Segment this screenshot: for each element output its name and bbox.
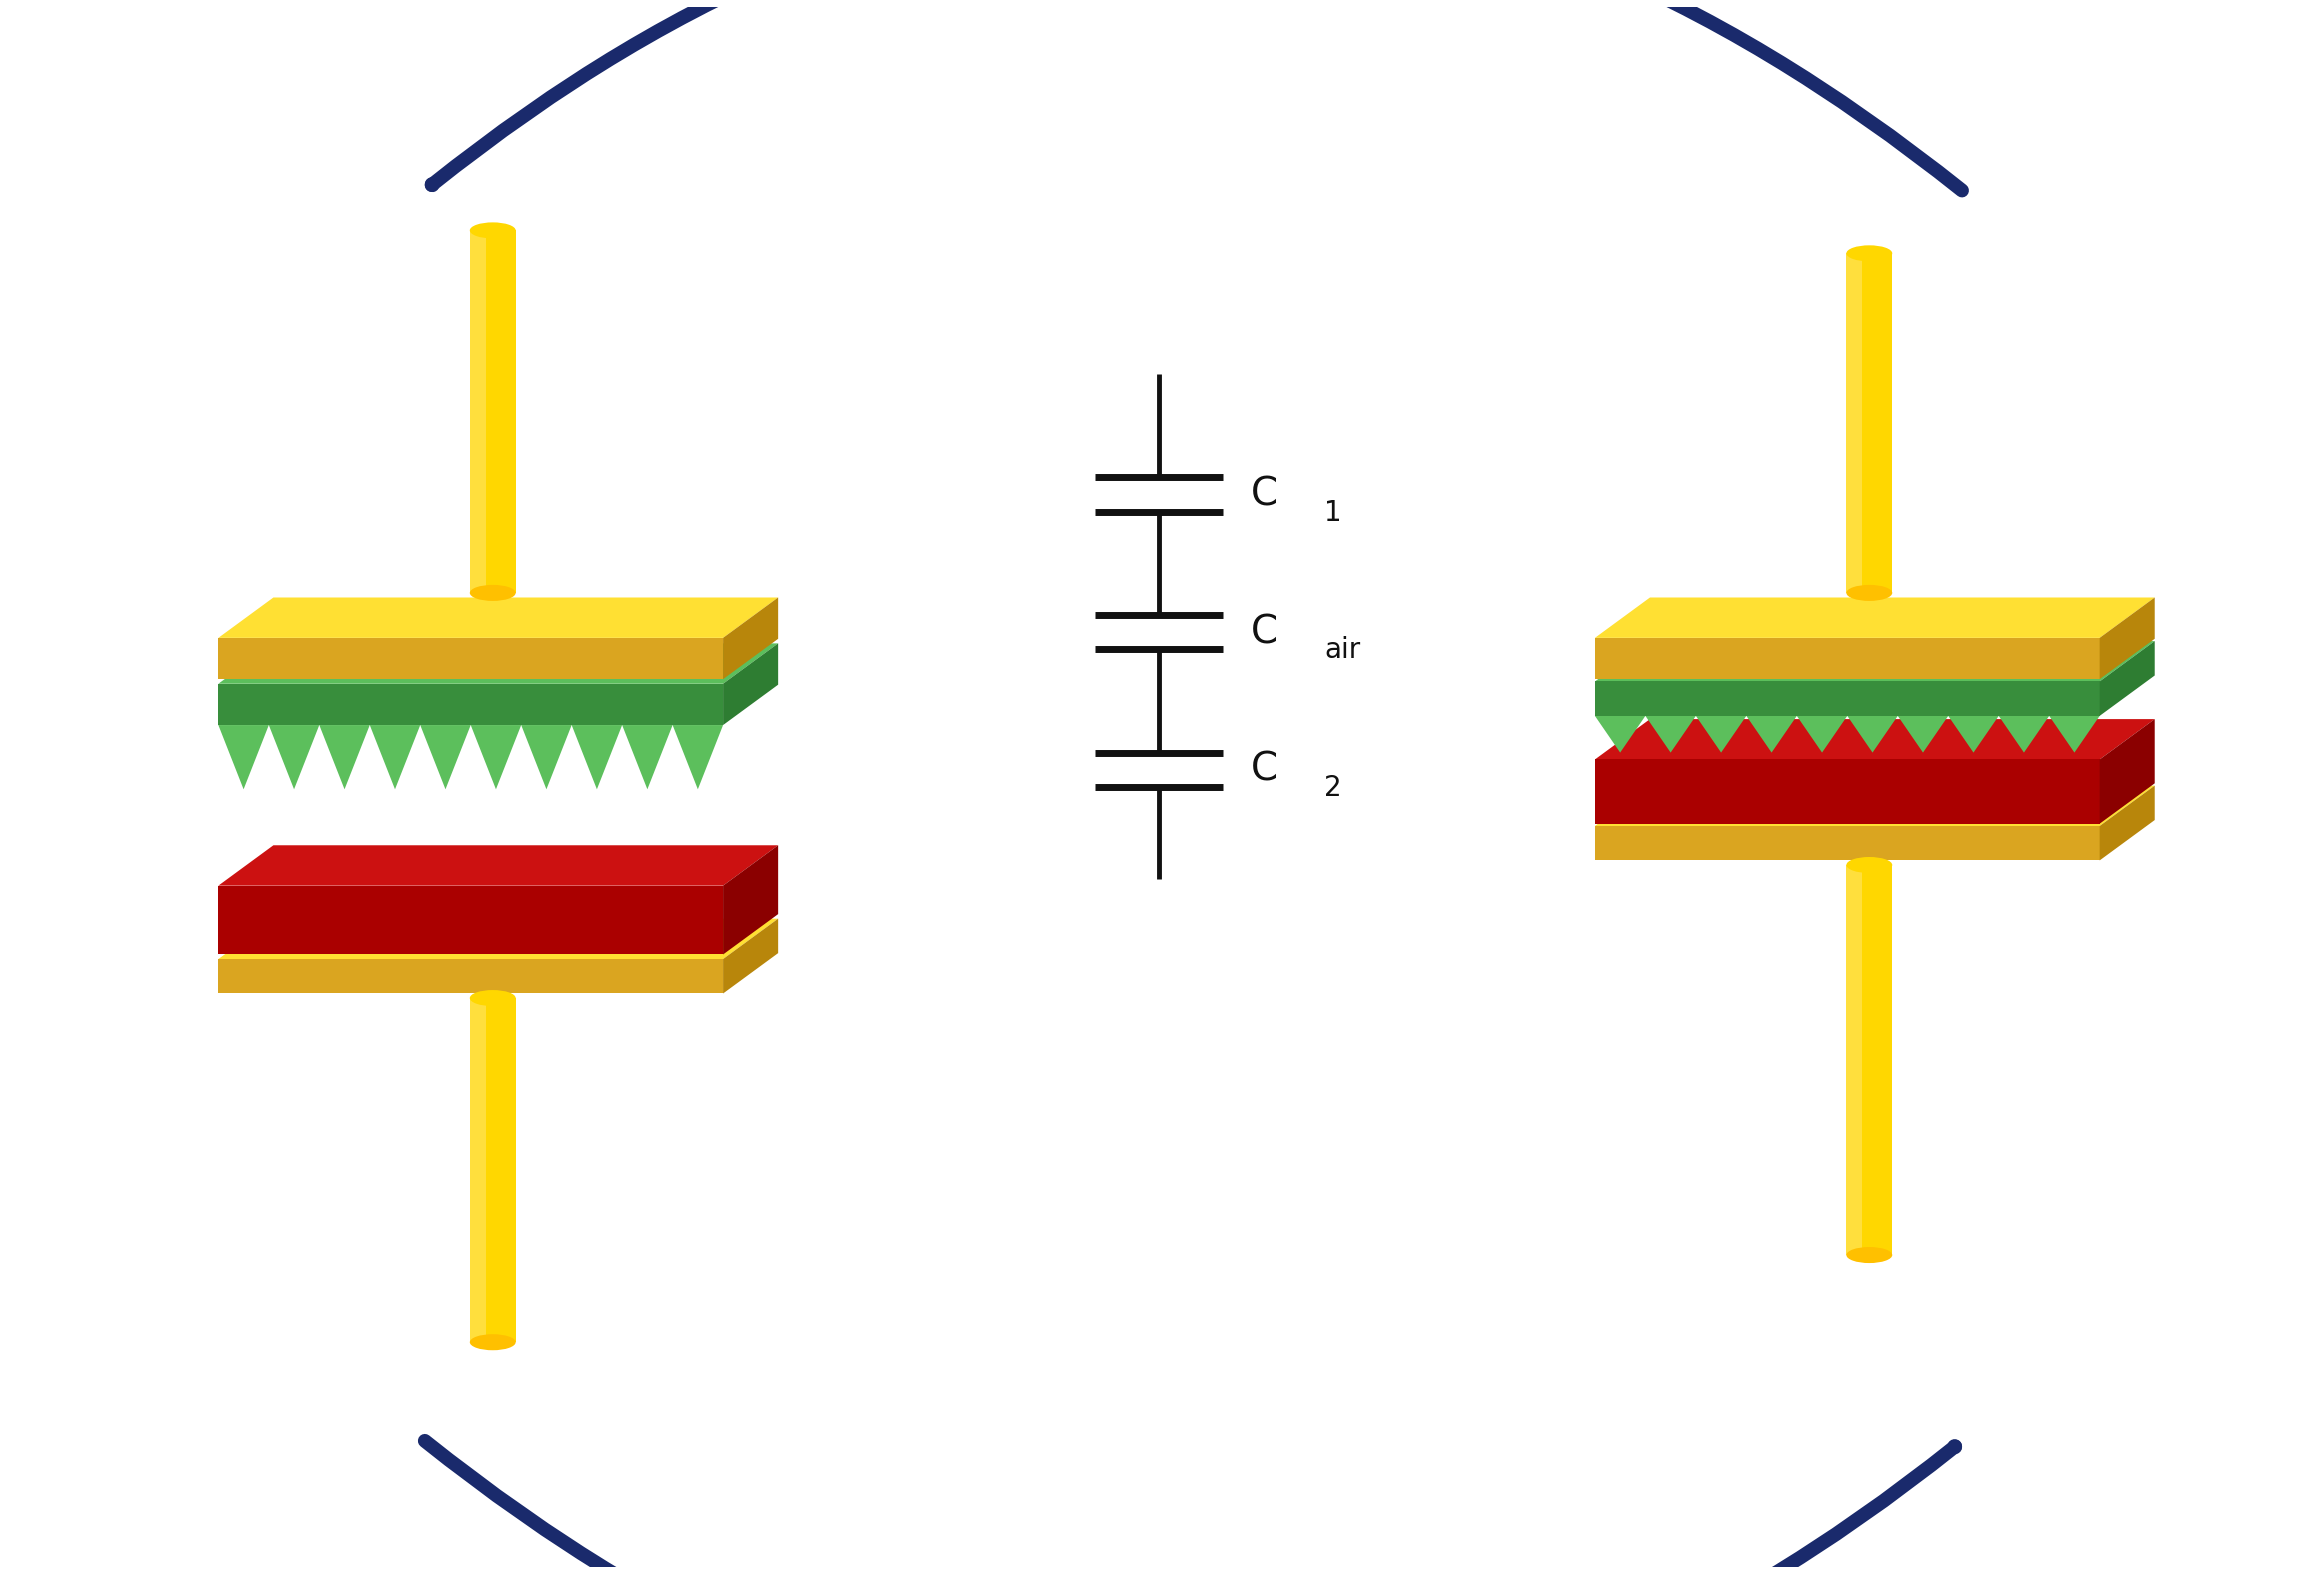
- Polygon shape: [723, 598, 779, 678]
- Polygon shape: [621, 726, 672, 789]
- Polygon shape: [723, 845, 779, 954]
- Polygon shape: [471, 998, 487, 1343]
- Polygon shape: [218, 959, 723, 993]
- Polygon shape: [1998, 716, 2049, 752]
- Polygon shape: [1595, 785, 2156, 826]
- Ellipse shape: [471, 586, 515, 601]
- Polygon shape: [218, 683, 723, 726]
- Polygon shape: [471, 726, 522, 789]
- Polygon shape: [218, 644, 779, 683]
- Polygon shape: [1847, 866, 1861, 1254]
- Polygon shape: [218, 598, 779, 637]
- Polygon shape: [218, 726, 269, 789]
- Text: air: air: [1324, 636, 1361, 664]
- Polygon shape: [1898, 716, 1947, 752]
- Polygon shape: [1595, 826, 2100, 861]
- Polygon shape: [2100, 719, 2156, 823]
- Polygon shape: [2100, 785, 2156, 861]
- Ellipse shape: [1847, 246, 1891, 261]
- Polygon shape: [1847, 253, 1891, 593]
- FancyArrowPatch shape: [424, 1440, 1954, 1574]
- Polygon shape: [723, 919, 779, 993]
- Polygon shape: [2049, 716, 2100, 752]
- Polygon shape: [1847, 866, 1891, 1254]
- Polygon shape: [269, 726, 320, 789]
- Ellipse shape: [471, 222, 515, 238]
- Polygon shape: [1847, 253, 1861, 593]
- Text: C: C: [1252, 614, 1277, 652]
- Text: C: C: [1252, 475, 1277, 513]
- Polygon shape: [320, 726, 371, 789]
- Ellipse shape: [1847, 856, 1891, 874]
- Polygon shape: [471, 230, 515, 593]
- Polygon shape: [218, 845, 779, 886]
- Polygon shape: [672, 726, 723, 789]
- Polygon shape: [420, 726, 471, 789]
- Polygon shape: [1847, 716, 1898, 752]
- Polygon shape: [2100, 641, 2156, 716]
- Polygon shape: [1595, 760, 2100, 823]
- Polygon shape: [1595, 719, 2156, 760]
- Ellipse shape: [471, 1335, 515, 1350]
- Polygon shape: [1697, 716, 1745, 752]
- Ellipse shape: [471, 990, 515, 1006]
- FancyArrowPatch shape: [431, 0, 1961, 190]
- Polygon shape: [1595, 598, 2156, 637]
- Polygon shape: [471, 230, 487, 593]
- Polygon shape: [2100, 598, 2156, 678]
- Polygon shape: [573, 726, 621, 789]
- Text: C: C: [1252, 751, 1277, 789]
- Polygon shape: [1796, 716, 1847, 752]
- Text: 2: 2: [1324, 774, 1342, 803]
- Polygon shape: [218, 637, 723, 678]
- Polygon shape: [1595, 682, 2100, 716]
- Polygon shape: [1595, 716, 1646, 752]
- Ellipse shape: [1847, 1247, 1891, 1262]
- Polygon shape: [1745, 716, 1796, 752]
- Polygon shape: [218, 886, 723, 954]
- Polygon shape: [1595, 641, 2156, 682]
- Text: 1: 1: [1324, 499, 1342, 527]
- Polygon shape: [522, 726, 573, 789]
- Polygon shape: [371, 726, 420, 789]
- Polygon shape: [723, 644, 779, 726]
- Polygon shape: [1646, 716, 1697, 752]
- Polygon shape: [471, 998, 515, 1343]
- Ellipse shape: [1847, 586, 1891, 601]
- Polygon shape: [1947, 716, 1998, 752]
- Polygon shape: [218, 919, 779, 959]
- Polygon shape: [1595, 637, 2100, 678]
